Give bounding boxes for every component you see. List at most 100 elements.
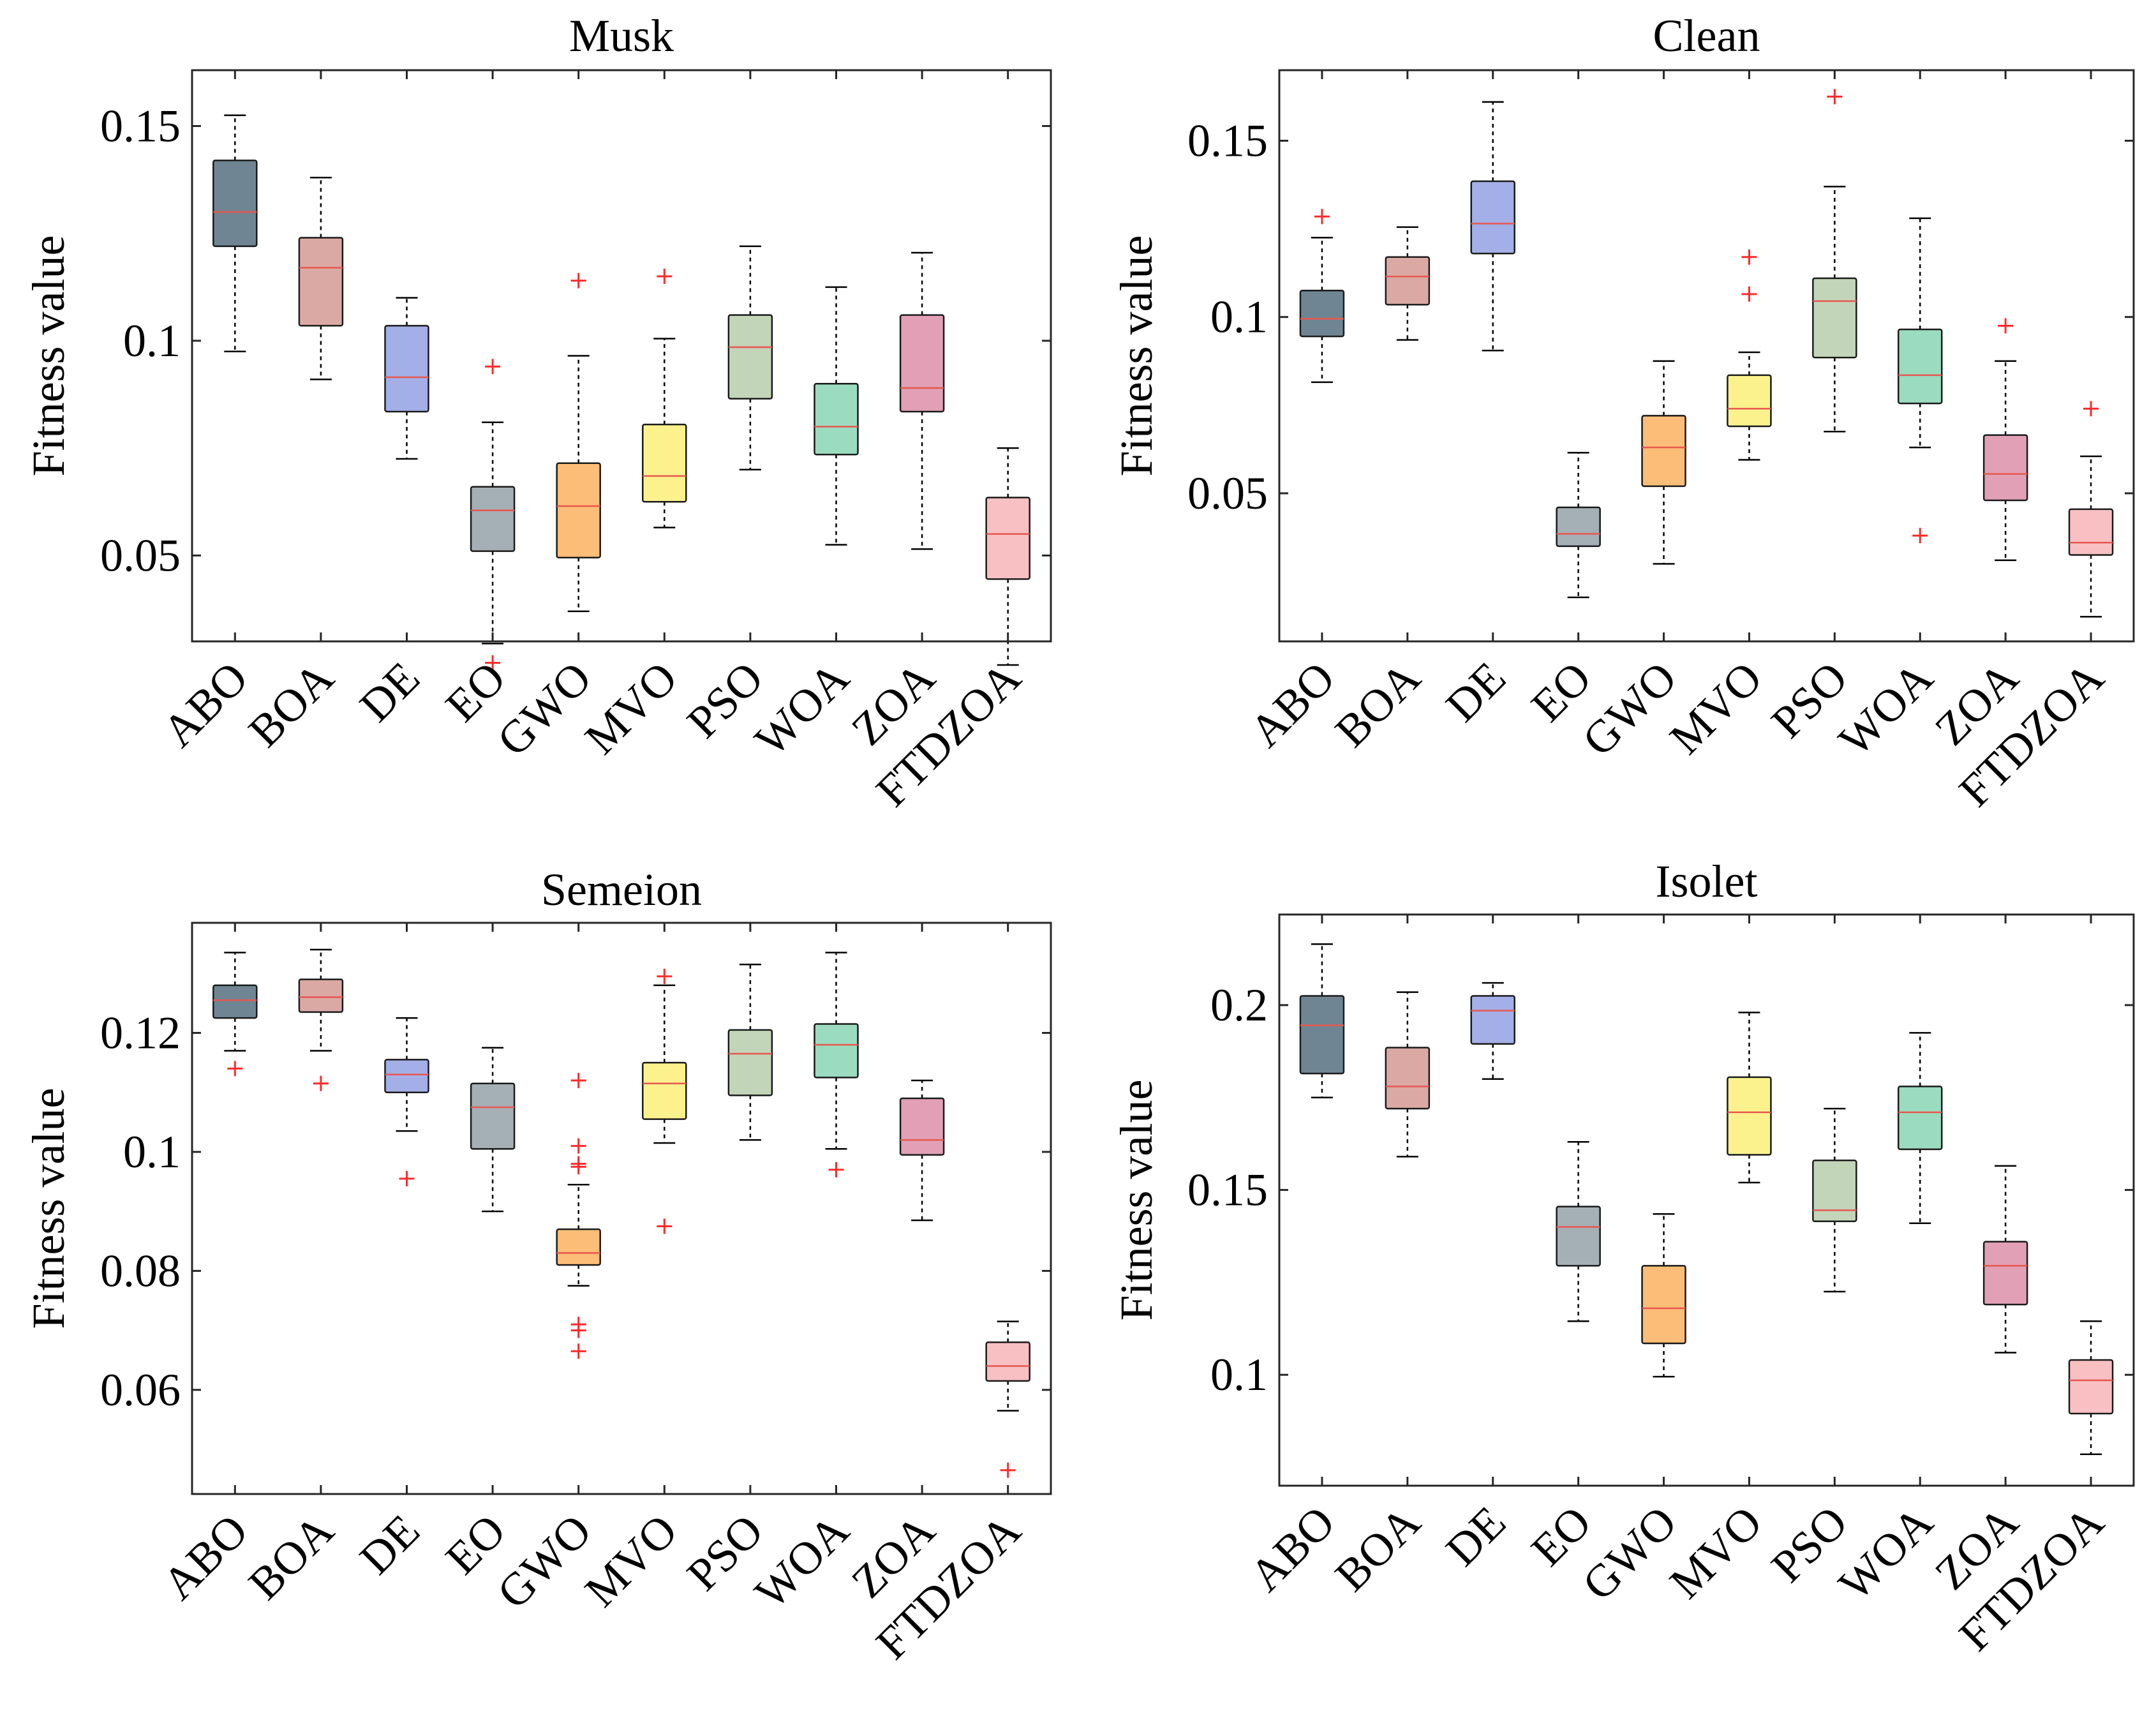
x-tick-label-de: DE [350, 1505, 429, 1584]
box-eo [1556, 1141, 1601, 1322]
plot-frame [191, 922, 1052, 1495]
y-tick-label: 0.05 [100, 530, 181, 581]
x-tick-label-de: DE [1436, 1497, 1515, 1576]
iqr-box [814, 1023, 859, 1079]
outlier-marker [485, 655, 501, 671]
x-tick-label-boa: BOA [239, 652, 343, 757]
outlier-marker [1741, 249, 1757, 265]
outlier-marker [657, 1218, 673, 1234]
iqr-box [899, 314, 945, 413]
plot-frame [1278, 913, 2135, 1487]
outlier-marker [570, 1343, 586, 1359]
box-eo [470, 1047, 516, 1213]
y-axis-label: Fitness value [1111, 235, 1162, 477]
x-tick-label-gwo: GWO [1573, 1497, 1686, 1610]
x-tick-label-mvo: MVO [1660, 652, 1771, 764]
box-eo [470, 359, 516, 671]
box-eo [1556, 452, 1601, 599]
outlier-marker [657, 269, 673, 285]
outlier-marker [1314, 209, 1330, 225]
x-tick-label-de: DE [1436, 652, 1515, 731]
x-tick-label-boa: BOA [1325, 652, 1430, 757]
panel-title: Clean [1653, 10, 1760, 61]
box-ftdzoa [2068, 1320, 2114, 1456]
panel-title: Isolet [1656, 856, 1758, 907]
iqr-box [727, 1029, 773, 1096]
y-axis-label: Fitness value [1111, 1080, 1162, 1321]
box-woa [814, 286, 859, 546]
box-mvo [1727, 1012, 1772, 1184]
outlier-marker [1827, 89, 1843, 105]
box-gwo [1641, 1213, 1686, 1378]
outlier-marker [570, 273, 586, 288]
y-tick-label: 0.05 [1187, 468, 1268, 519]
iqr-box [1812, 1159, 1857, 1223]
iqr-box [1385, 256, 1431, 306]
box-woa [1898, 1032, 1943, 1224]
iqr-box [1641, 415, 1686, 488]
outlier-marker [227, 1061, 243, 1077]
iqr-box [985, 497, 1030, 580]
iqr-box [1470, 995, 1515, 1045]
box-abo [212, 952, 258, 1077]
iqr-box [556, 462, 601, 559]
x-tick-label-abo: ABO [153, 1505, 258, 1610]
iqr-box [1470, 180, 1515, 255]
box-mvo [642, 968, 687, 1234]
outlier-marker [485, 359, 501, 375]
box-woa [814, 952, 859, 1177]
iqr-box [1727, 1076, 1772, 1156]
iqr-box [1556, 1206, 1601, 1267]
x-tick-label-woa: WOA [1829, 652, 1942, 766]
box-mvo [1727, 249, 1772, 461]
outlier-marker [2083, 401, 2099, 417]
y-tick-label: 0.12 [100, 1007, 181, 1058]
iqr-box [985, 1341, 1030, 1382]
iqr-box [2068, 1359, 2114, 1415]
iqr-box [642, 1061, 687, 1120]
iqr-box [470, 486, 516, 552]
iqr-box [1898, 328, 1943, 405]
x-tick-label-de: DE [350, 652, 429, 731]
x-tick-label-gwo: GWO [487, 1505, 601, 1618]
outlier-marker [570, 1159, 586, 1175]
y-tick-label: 0.15 [1187, 1165, 1268, 1216]
y-tick-label: 0.2 [1210, 980, 1268, 1031]
panel-semeion: Semeion Fitness value 0.06 0.08 0.1 0.12 ABOBO… [23, 864, 1052, 1669]
outlier-marker [313, 1075, 329, 1091]
box-boa [298, 176, 344, 380]
box-zoa [1982, 318, 2028, 562]
y-tick-label: 0.06 [100, 1364, 181, 1415]
outlier-marker [399, 1170, 415, 1186]
x-tick-label-mvo: MVO [575, 652, 687, 764]
outlier-marker [828, 1162, 844, 1177]
y-tick-label: 0.15 [100, 100, 181, 151]
box-pso [727, 964, 773, 1141]
iqr-box [642, 423, 687, 503]
outlier-marker [570, 1138, 586, 1154]
outlier-marker [570, 1322, 586, 1338]
iqr-box [212, 984, 258, 1019]
iqr-box [727, 314, 773, 400]
box-abo [212, 114, 258, 353]
box-de [1470, 101, 1515, 352]
x-tick-label-abo: ABO [1240, 1497, 1344, 1601]
iqr-box [814, 382, 859, 456]
iqr-box [1812, 277, 1857, 359]
box-pso [1812, 1107, 1857, 1293]
y-tick-label: 0.15 [1187, 115, 1268, 166]
box-mvo [642, 269, 687, 528]
y-tick-label: 0.1 [123, 1126, 181, 1177]
outlier-marker [1000, 1462, 1016, 1478]
box-boa [298, 948, 344, 1091]
x-tick-label-gwo: GWO [487, 652, 601, 766]
outlier-marker [1912, 528, 1928, 544]
box-de [384, 1017, 429, 1186]
x-tick-label-woa: WOA [745, 652, 859, 766]
outlier-marker [657, 968, 673, 984]
box-boa [1385, 226, 1431, 341]
